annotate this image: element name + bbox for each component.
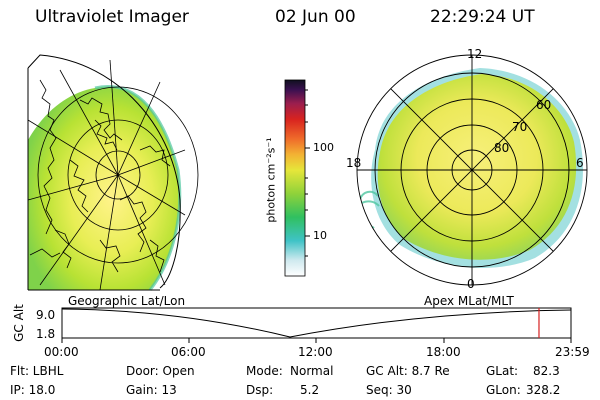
timeline-ylabel: GC Alt <box>12 304 26 342</box>
glon-value: 328.2 <box>526 383 561 397</box>
colorbar-tick-100: 100 <box>313 141 334 154</box>
colorbar-tick-10: 10 <box>313 229 327 242</box>
mode-label: Mode: <box>246 364 283 378</box>
instrument-title: Ultraviolet Imager <box>35 7 189 27</box>
apex-panel-label: Apex MLat/MLT <box>424 294 514 308</box>
timeline-ymin: 1.8 <box>36 327 56 341</box>
gc-alt-info: GC Alt: 8.7 Re <box>366 364 450 378</box>
geographic-panel-label: Geographic Lat/Lon <box>68 294 186 308</box>
door-info: Door: Open <box>126 364 195 378</box>
filter-info: Flt: LBHL <box>10 364 64 378</box>
coastlines <box>29 79 171 273</box>
geo-grid <box>27 59 199 291</box>
seq-info: Seq: 30 <box>366 383 412 397</box>
mlt-label-top: 12 <box>467 47 483 61</box>
time-tick-1800: 18:00 <box>426 345 461 359</box>
glon-label: GLon: <box>486 383 521 397</box>
time-tick-1200: 12:00 <box>298 345 333 359</box>
observation-time: 22:29:24 UT <box>430 7 535 27</box>
altitude-curve <box>61 308 572 338</box>
dsp-label: Dsp: <box>246 383 274 397</box>
colorbar <box>284 79 310 277</box>
time-tick-0000: 00:00 <box>44 345 79 359</box>
mode-value: Normal <box>290 364 334 378</box>
mlat-label-80: 80 <box>494 141 510 155</box>
mlat-label-70: 70 <box>512 120 528 134</box>
mlt-label-bottom: 0 <box>467 277 475 291</box>
glat-label: GLat: <box>486 364 519 378</box>
observation-date: 02 Jun 00 <box>275 7 356 27</box>
orbit-altitude-plot <box>61 307 572 343</box>
gain-info: Gain: 13 <box>126 383 177 397</box>
aurora-emission-right <box>377 74 577 260</box>
geographic-map <box>27 54 199 291</box>
time-tick-0600: 06:00 <box>171 345 206 359</box>
dsp-value: 5.2 <box>300 383 320 397</box>
time-tick-2359: 23:59 <box>555 345 590 359</box>
colorbar-unit-label: photon cm⁻²s⁻¹ <box>264 137 278 223</box>
apex-grid <box>356 54 588 286</box>
mlt-label-left: 18 <box>346 156 362 170</box>
ip-info: IP: 18.0 <box>10 383 56 397</box>
mlat-label-60: 60 <box>536 98 552 112</box>
mlt-label-right: 6 <box>576 156 584 170</box>
apex-polar-plot <box>356 54 588 286</box>
timeline-ymax: 9.0 <box>36 308 56 322</box>
glat-value: 82.3 <box>533 364 560 378</box>
